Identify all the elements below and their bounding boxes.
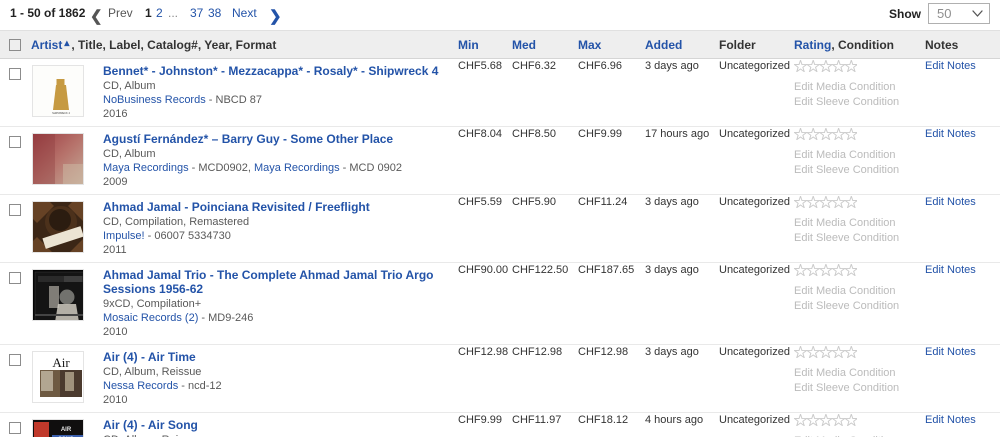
svg-text:BENNET JOHNSTON MEZZACAPPA ROS: BENNET JOHNSTON MEZZACAPPA ROSALY	[40, 116, 83, 117]
svg-text:Air: Air	[52, 355, 70, 370]
svg-text:AIR: AIR	[61, 427, 72, 433]
svg-text:SHIPWRECK 4: SHIPWRECK 4	[52, 111, 70, 115]
